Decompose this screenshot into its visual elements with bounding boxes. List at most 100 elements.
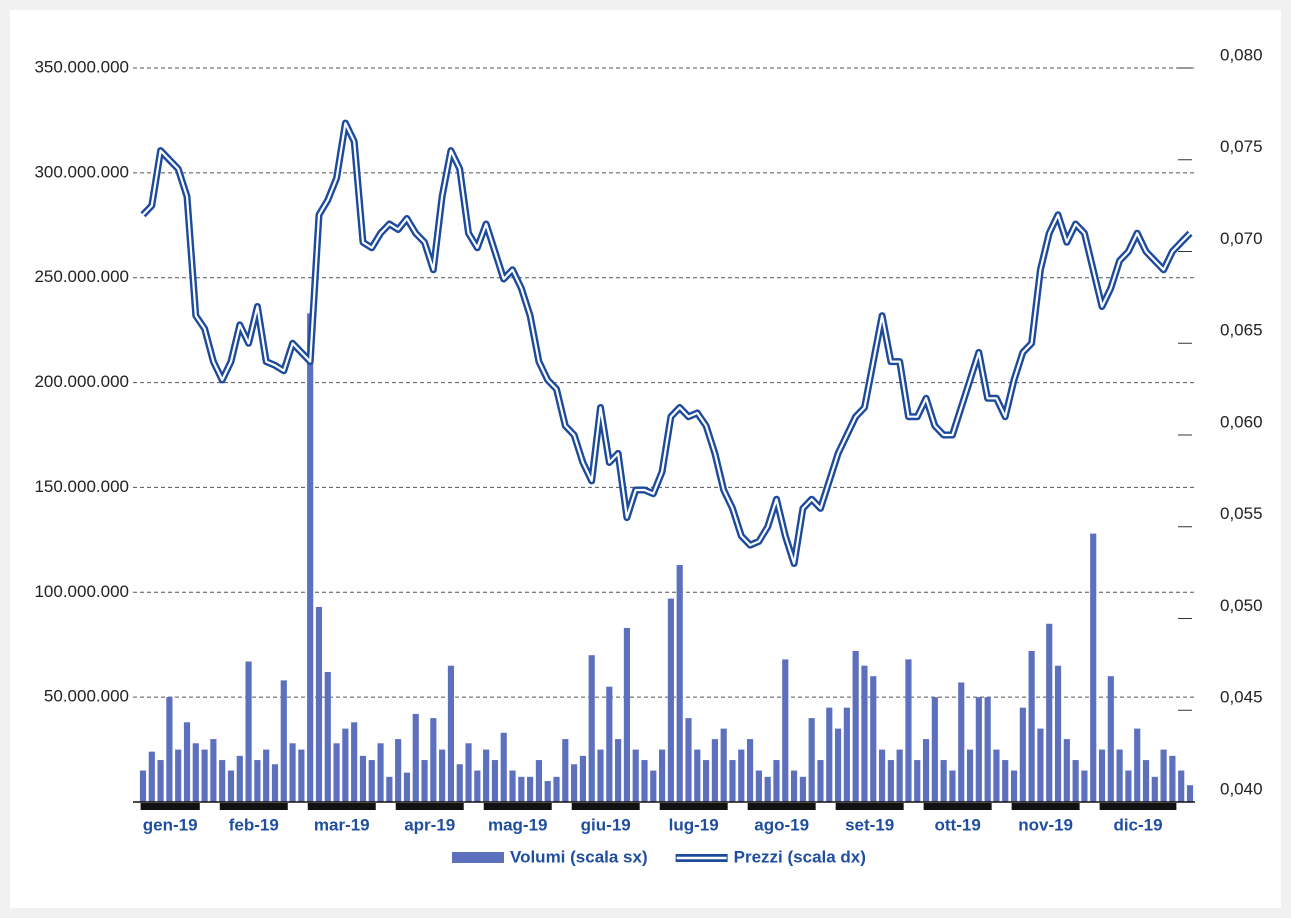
x-tick-label: ott-19 xyxy=(935,815,981,834)
bar xyxy=(465,743,472,802)
month-band xyxy=(140,803,200,810)
x-tick-label: giu-19 xyxy=(581,815,631,834)
bar xyxy=(606,686,613,802)
bar xyxy=(500,732,507,802)
month-band xyxy=(571,803,640,810)
x-tick-label: dic-19 xyxy=(1113,815,1162,834)
month-band xyxy=(835,803,904,810)
bar xyxy=(588,655,595,802)
y2-tick-label: 0,075 xyxy=(1220,137,1263,156)
bar xyxy=(790,770,798,802)
x-tick-label: mag-19 xyxy=(488,815,548,834)
bar xyxy=(905,659,912,802)
bar xyxy=(1063,739,1070,802)
bar xyxy=(412,713,419,802)
bar xyxy=(201,749,208,802)
bar xyxy=(615,739,622,802)
bar xyxy=(447,665,455,802)
y-tick-label: 350.000.000 xyxy=(34,57,129,76)
month-band xyxy=(923,803,992,810)
bar xyxy=(641,760,648,802)
bar xyxy=(896,749,903,802)
x-tick-label: gen-19 xyxy=(143,815,198,834)
bar xyxy=(1028,651,1035,802)
bar xyxy=(1002,760,1009,802)
bar xyxy=(271,764,279,802)
bar xyxy=(914,760,921,802)
bar xyxy=(245,661,252,802)
bar xyxy=(148,751,155,802)
y2-tick-label: 0,070 xyxy=(1220,229,1263,248)
bar xyxy=(711,739,718,802)
bar xyxy=(518,776,525,802)
bar xyxy=(395,739,402,802)
bar xyxy=(966,749,974,802)
x-tick-label: mar-19 xyxy=(314,815,370,834)
y-tick-label: 250.000.000 xyxy=(34,267,129,286)
y-tick-label: 150.000.000 xyxy=(34,477,129,496)
y2-tick-label: 0,050 xyxy=(1220,596,1263,615)
month-band xyxy=(307,803,376,810)
bar xyxy=(553,776,560,802)
y-tick-label: 200.000.000 xyxy=(34,372,129,391)
bar xyxy=(667,598,674,802)
bar xyxy=(597,749,604,802)
bar xyxy=(747,739,754,802)
bar xyxy=(799,776,806,802)
bar xyxy=(1125,770,1132,802)
legend-label: Prezzi (scala dx) xyxy=(734,847,866,866)
bar xyxy=(157,760,164,802)
bar xyxy=(1046,623,1053,802)
bar xyxy=(280,680,287,802)
bar xyxy=(192,743,199,802)
legend-swatch xyxy=(452,852,504,863)
bar xyxy=(676,565,683,802)
bar xyxy=(1134,728,1141,802)
x-tick-label: feb-19 xyxy=(229,815,279,834)
y2-tick-label: 0,055 xyxy=(1220,504,1263,523)
month-band xyxy=(1099,803,1177,810)
bar xyxy=(175,749,182,802)
bar xyxy=(852,651,859,802)
bar xyxy=(491,760,499,802)
bar xyxy=(1107,676,1114,802)
bar xyxy=(1037,728,1044,802)
bar xyxy=(219,760,226,802)
bar xyxy=(694,749,701,802)
bar xyxy=(579,755,586,802)
month-band xyxy=(1011,803,1080,810)
bar xyxy=(984,697,991,802)
bar xyxy=(922,739,930,802)
y-tick-label: 50.000.000 xyxy=(44,687,129,706)
bar xyxy=(808,718,815,802)
bar xyxy=(166,697,173,802)
bar xyxy=(1186,785,1194,802)
x-tick-label: apr-19 xyxy=(404,815,455,834)
bar xyxy=(623,627,630,802)
bar xyxy=(333,743,340,802)
bar xyxy=(342,728,349,802)
bar xyxy=(1151,776,1158,802)
bar xyxy=(764,776,771,802)
bar xyxy=(210,739,217,802)
bar xyxy=(324,671,331,802)
bar xyxy=(386,776,393,802)
bar xyxy=(315,606,323,802)
month-band xyxy=(395,803,464,810)
bar xyxy=(1072,760,1079,802)
bar xyxy=(826,707,833,802)
bar xyxy=(931,697,938,802)
bar xyxy=(562,739,569,802)
y-tick-label: 100.000.000 xyxy=(34,582,129,601)
bar xyxy=(359,755,367,802)
bar xyxy=(307,313,314,802)
y2-tick-label: 0,040 xyxy=(1220,779,1263,798)
x-tick-label: nov-19 xyxy=(1018,815,1073,834)
bar xyxy=(236,755,243,802)
bar xyxy=(289,743,296,802)
bar xyxy=(1010,770,1018,802)
bar xyxy=(227,770,235,802)
bar xyxy=(729,760,736,802)
bar xyxy=(782,659,789,802)
bar xyxy=(139,770,147,802)
